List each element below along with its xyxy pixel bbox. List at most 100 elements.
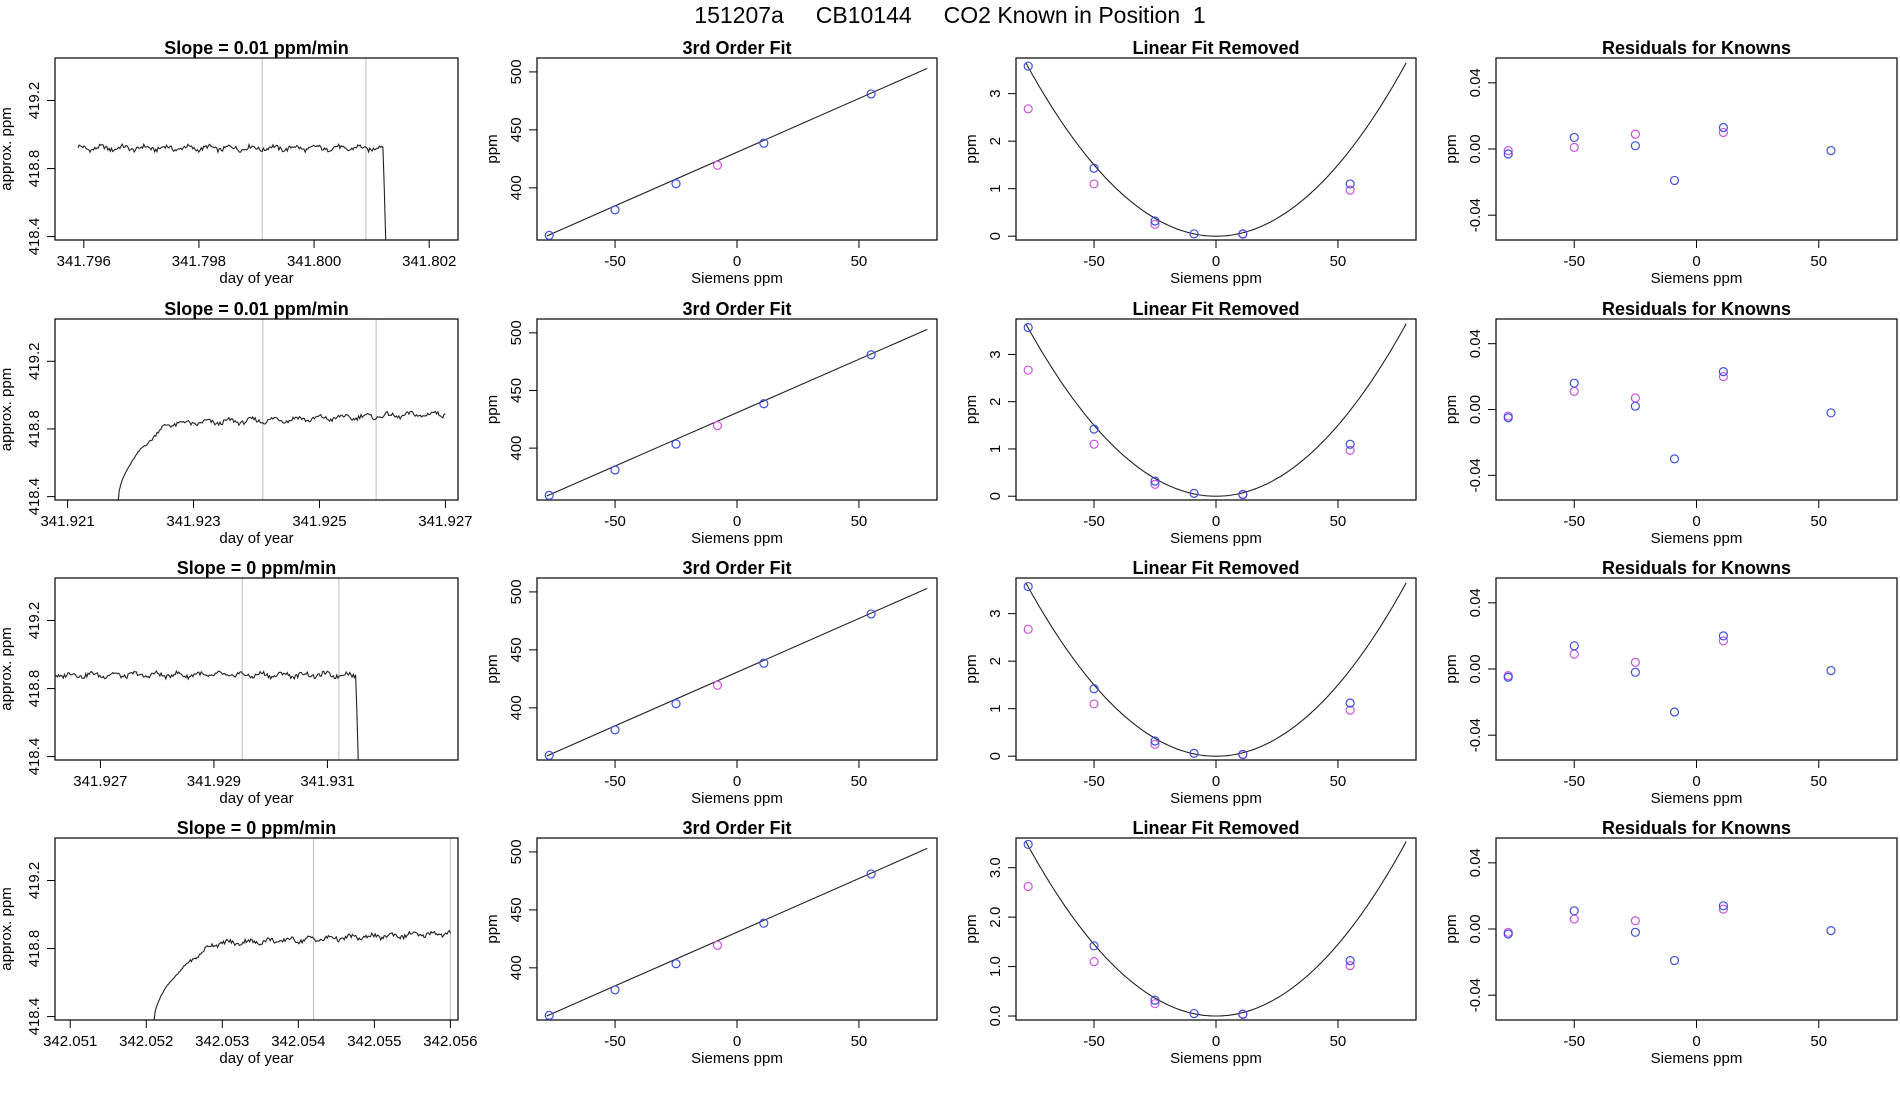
plot-frame — [536, 837, 938, 1021]
y-tick-label: 450 — [508, 637, 525, 662]
y-tick-label: 450 — [508, 378, 525, 403]
panel-title: Residuals for Knowns — [1602, 818, 1791, 838]
y-tick-label: 0.04 — [1467, 68, 1484, 97]
y-tick-label: 3 — [987, 350, 1004, 358]
data-point-blue — [866, 89, 876, 99]
y-tick-label: 0 — [987, 232, 1004, 240]
data-point-magenta — [1718, 127, 1728, 138]
data-point-blue — [1189, 229, 1199, 239]
plot-frame — [536, 318, 938, 501]
y-axis-label: ppm — [963, 914, 980, 943]
y-tick-label: 418.4 — [26, 738, 43, 776]
x-tick-label: -50 — [1563, 513, 1585, 530]
fit-curve — [1025, 323, 1407, 497]
x-tick-label: -50 — [1563, 773, 1585, 790]
plot-area — [546, 67, 928, 237]
panel-resid-row2: Residuals for Knowns -50 0 50 Siemens ppm -0.… — [1443, 299, 1898, 547]
timeseries-line — [77, 142, 387, 240]
x-tick-label: 50 — [1330, 773, 1347, 790]
y-tick-label: 500 — [508, 320, 525, 345]
x-tick-label: 50 — [851, 1033, 868, 1050]
x-tick-label: 50 — [851, 773, 868, 790]
data-point-magenta — [1569, 386, 1579, 396]
data-point-blue — [1718, 122, 1728, 133]
panel-title: Slope = 0.01 ppm/min — [164, 299, 349, 319]
panel-title: Residuals for Knowns — [1602, 299, 1791, 319]
data-point-blue — [1718, 631, 1728, 641]
data-point-blue — [866, 609, 876, 619]
plot-frame — [536, 577, 938, 761]
y-tick-label: 1 — [987, 705, 1004, 713]
data-point-blue — [1189, 488, 1199, 498]
panel-timeseries-row2: Slope = 0.01 ppm/min 341.921 341.923 341.92… — [0, 299, 473, 547]
data-point-magenta — [1089, 439, 1099, 449]
y-axis-label: approx. ppm — [0, 887, 15, 970]
plot-frame — [54, 577, 459, 761]
x-axis-label: Siemens ppm — [1651, 530, 1743, 547]
panel-title: 3rd Order Fit — [682, 558, 791, 578]
data-point-blue — [610, 985, 620, 995]
data-point-blue — [1238, 229, 1248, 239]
data-point-magenta — [1023, 881, 1033, 892]
x-tick-label: 0 — [1692, 1033, 1700, 1050]
y-tick-label: 419.2 — [26, 82, 43, 120]
x-tick-label: 341.800 — [287, 253, 341, 270]
x-tick-label: 50 — [851, 253, 868, 270]
x-tick-label: 0 — [733, 513, 741, 530]
data-point-blue — [1630, 927, 1640, 937]
y-tick-label: 450 — [508, 117, 525, 142]
fit-curve — [1025, 841, 1407, 1017]
data-point-blue — [1630, 141, 1640, 151]
data-point-blue — [671, 699, 681, 709]
data-point-blue — [1023, 839, 1033, 850]
x-axis-label: Siemens ppm — [1651, 270, 1743, 287]
data-point-blue — [610, 465, 620, 475]
data-point-blue — [1503, 672, 1513, 682]
panel-resid-row4: Residuals for Knowns -50 0 50 Siemens ppm -0.… — [1443, 818, 1898, 1067]
y-tick-label: 418.8 — [26, 150, 43, 188]
x-tick-label: 341.796 — [57, 253, 111, 270]
x-tick-label: 0 — [1212, 513, 1220, 530]
plot-area — [546, 847, 928, 1017]
x-tick-label: 341.927 — [73, 773, 127, 790]
data-point-blue — [1718, 901, 1728, 911]
plot-area — [117, 410, 446, 500]
plot-area — [55, 669, 359, 760]
plot-frame — [54, 318, 459, 501]
data-point-magenta — [712, 160, 723, 170]
data-point-blue — [1503, 929, 1513, 939]
data-point-blue — [1569, 378, 1579, 388]
y-axis-label: ppm — [484, 654, 501, 683]
panel-title: Linear Fit Removed — [1132, 818, 1299, 838]
x-tick-label: 341.921 — [40, 513, 94, 530]
x-tick-label: 0 — [733, 773, 741, 790]
y-tick-label: 419.2 — [26, 602, 43, 640]
data-point-blue — [1826, 926, 1836, 936]
x-tick-label: 0 — [733, 1033, 741, 1050]
data-point-magenta — [712, 940, 723, 950]
y-tick-label: 400 — [508, 695, 525, 720]
panel-title: Slope = 0.01 ppm/min — [164, 38, 349, 58]
y-tick-label: 0.00 — [1467, 654, 1484, 683]
plot-area — [1025, 62, 1407, 237]
plot-frame — [1015, 837, 1417, 1021]
y-axis-label: ppm — [1443, 134, 1460, 163]
panel-timeseries-row1: Slope = 0.01 ppm/min 341.796 341.798 341.80… — [0, 38, 459, 287]
x-tick-label: 342.056 — [423, 1033, 477, 1050]
y-tick-label: 2 — [987, 137, 1004, 145]
y-axis-label: approx. ppm — [0, 107, 15, 190]
data-point-blue — [1345, 439, 1355, 449]
data-point-magenta — [1569, 914, 1579, 924]
x-tick-label: 342.055 — [347, 1033, 401, 1050]
data-point-blue — [1150, 216, 1160, 226]
data-point-blue — [1089, 941, 1099, 951]
y-tick-label: 1.0 — [987, 956, 1004, 977]
data-point-blue — [1569, 132, 1579, 143]
plot-area — [546, 587, 928, 757]
y-axis-label: ppm — [484, 134, 501, 163]
data-point-blue — [1630, 667, 1640, 677]
x-tick-label: 341.802 — [402, 253, 456, 270]
data-point-magenta — [1150, 739, 1160, 749]
